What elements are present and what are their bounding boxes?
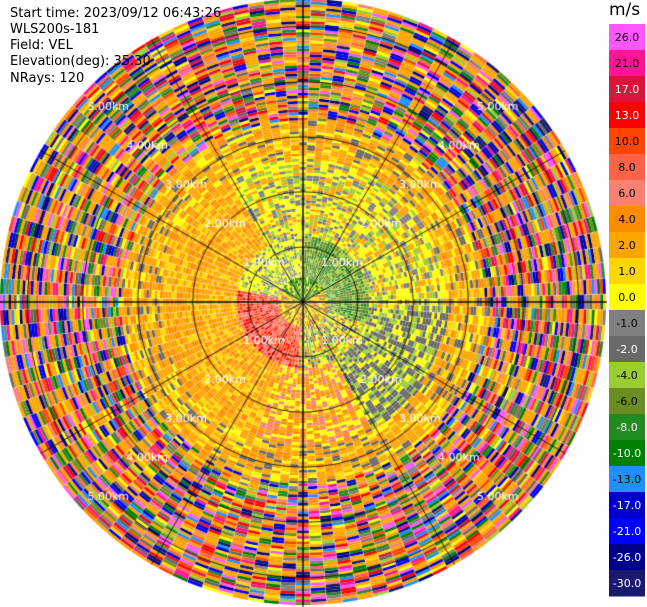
colorbar-swatch xyxy=(609,76,645,103)
colorbar-tick-label: -8.0 xyxy=(616,421,637,434)
colorbar-tick-label: 21.0 xyxy=(615,57,640,70)
start-time-label: Start time: 2023/09/12 06:43:26 xyxy=(10,6,222,21)
colorbar-tick-label: 17.0 xyxy=(615,83,640,96)
colorbar-tick-label: -13.0 xyxy=(613,473,641,486)
colorbar-tick-label: 4.0 xyxy=(618,213,636,226)
colorbar-swatch xyxy=(609,232,645,259)
colorbar-tick-label: 0.0 xyxy=(618,291,636,304)
elevation-label: Elevation(deg): 35.30 xyxy=(10,54,151,69)
colorbar-tick-label: -26.0 xyxy=(613,551,641,564)
colorbar-tick-label: 1.0 xyxy=(618,265,636,278)
colorbar-tick-label: 10.0 xyxy=(615,135,640,148)
colorbar-tick-label: 8.0 xyxy=(618,161,636,174)
nrays-label: NRays: 120 xyxy=(10,71,85,86)
colorbar-swatch xyxy=(609,414,645,441)
colorbar-swatch xyxy=(609,570,645,597)
colorbar-tick-label: 26.0 xyxy=(615,31,640,44)
colorbar-swatch xyxy=(609,518,645,545)
colorbar-tick-label: 2.0 xyxy=(618,239,636,252)
colorbar-swatch xyxy=(609,466,645,493)
colorbar-swatch xyxy=(609,50,645,77)
site-label: WLS200s-181 xyxy=(10,22,100,37)
colorbar-swatch xyxy=(609,362,645,389)
colorbar-tick-label: -6.0 xyxy=(616,395,637,408)
colorbar-swatch xyxy=(609,258,645,285)
colorbar-tick-label: -17.0 xyxy=(613,499,641,512)
ppi-velocity-plot xyxy=(0,0,607,607)
colorbar-swatch xyxy=(609,284,645,311)
colorbar-tick-label: -4.0 xyxy=(616,369,637,382)
colorbar-swatch xyxy=(609,336,645,363)
colorbar-swatch xyxy=(609,206,645,233)
colorbar-tick-label: -10.0 xyxy=(613,447,641,460)
colorbar-tick-label: -2.0 xyxy=(616,343,637,356)
colorbar-swatch xyxy=(609,24,645,51)
colorbar-unit: m/s xyxy=(609,0,641,20)
field-label: Field: VEL xyxy=(10,38,73,53)
colorbar-swatch xyxy=(609,180,645,207)
colorbar-swatch xyxy=(609,154,645,181)
colorbar-swatch xyxy=(609,102,645,129)
colorbar-tick-label: 13.0 xyxy=(615,109,640,122)
colorbar-tick-label: -1.0 xyxy=(616,317,637,330)
colorbar-swatch xyxy=(609,388,645,415)
colorbar-tick-label: 6.0 xyxy=(618,187,636,200)
colorbar-swatch xyxy=(609,310,645,337)
velocity-colorbar: 26.0 21.0 17.0 13.0 10.0 8.0 6.0 4.0 2.0 1.0 0.0 -1… xyxy=(609,24,645,597)
colorbar-tick-label: -30.0 xyxy=(613,577,641,590)
colorbar-swatch xyxy=(609,128,645,155)
colorbar-tick-label: -21.0 xyxy=(613,525,641,538)
colorbar-swatch xyxy=(609,492,645,519)
colorbar-swatch xyxy=(609,544,645,571)
colorbar-swatch xyxy=(609,440,645,467)
